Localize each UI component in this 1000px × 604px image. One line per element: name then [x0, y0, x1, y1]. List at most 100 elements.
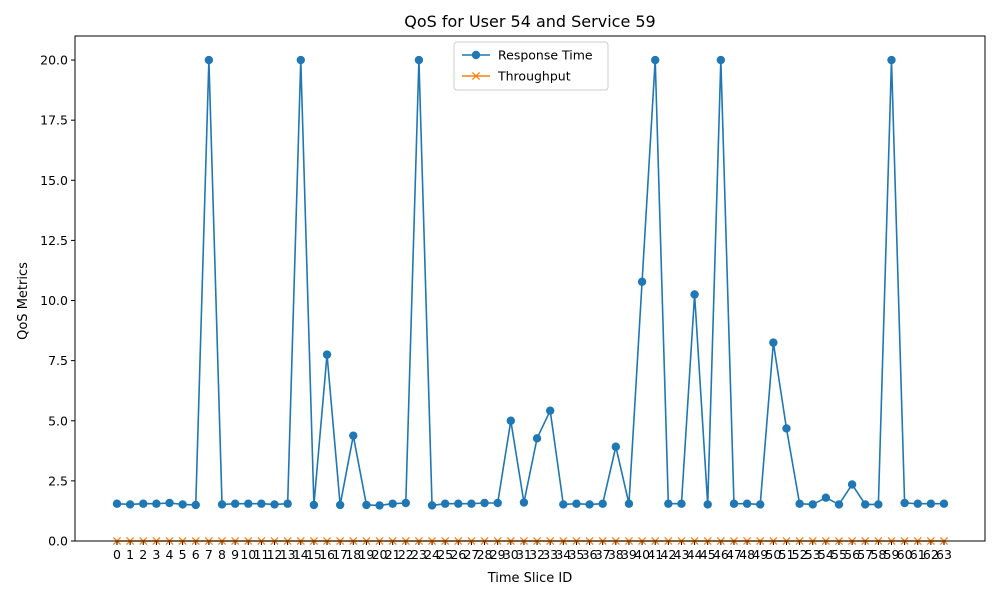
x-tick-label: 36 — [582, 547, 598, 562]
legend-item: Throughput — [462, 69, 571, 84]
x-tick-label: 63 — [936, 547, 952, 562]
x-tick-label: 48 — [739, 547, 755, 562]
legend-label: Response Time — [498, 48, 593, 63]
x-axis: 0 1 2 3 4 5 6 7 8 9 101112131415161718192021222324… — [113, 541, 952, 562]
x-tick-label: 1 — [126, 547, 134, 562]
y-axis: 0.0 2.5 5.0 7.5 10.0 12.5 15.0 17.5 20.0 — [40, 53, 75, 549]
data-point — [401, 498, 410, 508]
x-tick-label: 23 — [411, 547, 427, 562]
data-point — [388, 499, 397, 508]
data-point — [795, 499, 804, 508]
data-point — [506, 416, 516, 425]
data-point — [677, 499, 686, 508]
legend-marker — [471, 71, 481, 81]
y-tick-label: 2.5 — [48, 473, 68, 488]
data-point — [742, 499, 752, 508]
x-tick-label: 2 — [139, 547, 147, 562]
data-point — [926, 499, 936, 508]
data-point — [559, 500, 568, 509]
data-point — [769, 338, 778, 347]
data-point — [152, 499, 161, 508]
x-tick-label: 14 — [293, 547, 309, 562]
data-point — [335, 500, 345, 510]
data-point — [125, 500, 135, 509]
x-tick-label: 8 — [218, 547, 226, 562]
series-line — [116, 59, 944, 507]
data-point — [611, 442, 621, 451]
legend-label: Throughput — [497, 69, 571, 84]
data-point — [454, 499, 463, 508]
data-point — [690, 290, 699, 299]
data-point — [362, 500, 371, 510]
x-tick-label: 32 — [529, 547, 545, 562]
data-point — [427, 501, 437, 510]
legend-marker — [471, 50, 481, 60]
data-point — [191, 500, 200, 510]
y-tick-label: 17.5 — [40, 113, 68, 128]
data-point — [375, 501, 384, 510]
data-point — [782, 424, 791, 433]
x-tick-label: 3 — [152, 547, 160, 562]
data-point — [309, 500, 319, 510]
data-point — [519, 498, 529, 507]
data-point — [532, 434, 542, 443]
data-point — [900, 498, 909, 508]
x-tick-label: 35 — [568, 547, 584, 562]
data-point — [296, 55, 305, 65]
x-tick-label: 51 — [779, 547, 795, 562]
x-tick-label: 11 — [253, 547, 269, 562]
legend: Response Time Throughput — [453, 41, 609, 91]
x-tick-label: 61 — [910, 547, 926, 562]
x-tick-label: 27 — [463, 547, 479, 562]
x-tick-label: 40 — [634, 547, 650, 562]
data-point — [139, 499, 148, 508]
data-point — [585, 500, 594, 509]
x-tick-label: 21 — [385, 547, 401, 562]
x-tick-label: 34 — [555, 547, 571, 562]
legend-box — [453, 41, 609, 91]
data-point — [821, 493, 831, 502]
x-tick-label: 29 — [490, 547, 506, 562]
data-point — [165, 498, 174, 508]
x-tick-label: 55 — [831, 547, 847, 562]
data-point — [204, 55, 214, 65]
x-tick-label: 17 — [332, 547, 348, 562]
data-point — [716, 55, 726, 65]
data-point — [217, 500, 227, 509]
data-point — [808, 500, 817, 509]
y-tick-label: 0.0 — [48, 534, 68, 549]
data-point — [572, 499, 581, 508]
data-point — [887, 55, 896, 65]
x-tick-label: 60 — [897, 547, 913, 562]
data-point — [913, 499, 922, 508]
x-tick-label: 13 — [280, 547, 296, 562]
data-point — [703, 500, 712, 509]
x-tick-label: 25 — [437, 547, 453, 562]
data-point — [861, 500, 870, 509]
x-tick-label: 56 — [844, 547, 860, 562]
y-tick-label: 5.0 — [48, 413, 68, 428]
data-point — [834, 500, 844, 509]
y-tick-label: 7.5 — [48, 353, 68, 368]
x-tick-label: 24 — [424, 547, 440, 562]
x-tick-label: 16 — [319, 547, 335, 562]
x-tick-label: 15 — [306, 547, 322, 562]
data-point — [440, 499, 450, 508]
x-tick-label: 39 — [621, 547, 637, 562]
x-tick-label: 57 — [857, 547, 873, 562]
x-tick-label: 9 — [231, 547, 239, 562]
x-tick-label: 19 — [358, 547, 374, 562]
x-tick-label: 47 — [726, 547, 742, 562]
chart-title: QoS for User 54 and Service 59 — [404, 12, 655, 31]
data-point — [545, 406, 555, 415]
data-point — [756, 500, 765, 509]
data-point — [349, 431, 358, 440]
data-point — [729, 499, 739, 508]
data-point — [664, 499, 673, 508]
x-tick-label: 4 — [166, 547, 174, 562]
x-tick-label: 10 — [240, 547, 256, 562]
y-tick-label: 15.0 — [40, 173, 68, 188]
x-tick-label: 59 — [884, 547, 900, 562]
y-tick-label: 20.0 — [40, 53, 68, 68]
